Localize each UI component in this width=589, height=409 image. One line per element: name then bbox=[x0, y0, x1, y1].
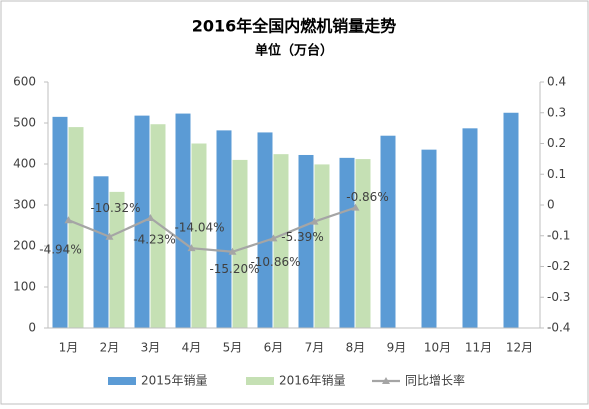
bar bbox=[150, 124, 166, 328]
y-tick-label: 300 bbox=[13, 198, 36, 212]
bar bbox=[503, 112, 519, 328]
bar bbox=[216, 130, 232, 328]
data-label: -5.39% bbox=[281, 230, 323, 244]
y-tick-label: 400 bbox=[13, 157, 36, 171]
bar bbox=[109, 191, 125, 328]
y2-tick-label: 0.3 bbox=[547, 105, 566, 119]
x-tick-label: 7月 bbox=[305, 341, 325, 355]
x-tick-label: 11月 bbox=[465, 341, 492, 355]
bar bbox=[355, 159, 371, 328]
data-label: -10.32% bbox=[90, 201, 140, 215]
y-tick-label: 0 bbox=[28, 321, 36, 335]
marker bbox=[146, 214, 155, 222]
legend-swatch bbox=[246, 377, 274, 385]
x-tick-label: 10月 bbox=[424, 341, 451, 355]
legend-marker bbox=[382, 377, 390, 384]
y2-tick-label: -0.2 bbox=[547, 259, 570, 273]
y2-tick-label: 0.2 bbox=[547, 136, 566, 150]
legend-label: 2015年销量 bbox=[141, 374, 208, 388]
y-tick-label: 200 bbox=[13, 239, 36, 253]
bar bbox=[52, 116, 68, 328]
bar bbox=[298, 154, 314, 328]
bar bbox=[257, 132, 273, 328]
line bbox=[68, 206, 356, 253]
y2-tick-label: 0.1 bbox=[547, 167, 566, 181]
bar bbox=[68, 127, 84, 328]
x-tick-label: 8月 bbox=[346, 341, 366, 355]
chart-subtitle: 单位（万台） bbox=[255, 43, 333, 59]
x-tick-label: 2月 bbox=[100, 341, 120, 355]
marker bbox=[351, 203, 360, 211]
bar bbox=[232, 159, 248, 328]
marker bbox=[310, 217, 319, 225]
x-tick-label: 12月 bbox=[506, 341, 533, 355]
x-tick-label: 3月 bbox=[141, 341, 161, 355]
bar bbox=[175, 113, 191, 328]
bar bbox=[380, 135, 396, 328]
marker bbox=[269, 234, 278, 242]
y2-tick-label: 0.4 bbox=[547, 75, 566, 89]
marker bbox=[64, 216, 73, 224]
data-label: -10.86% bbox=[250, 255, 300, 269]
bar bbox=[462, 128, 478, 328]
marker bbox=[228, 247, 237, 255]
x-tick-label: 6月 bbox=[264, 341, 284, 355]
bar bbox=[191, 143, 207, 328]
marker bbox=[105, 232, 114, 240]
legend-label: 2016年销量 bbox=[279, 374, 346, 388]
data-label: -4.23% bbox=[133, 233, 175, 247]
y-tick-label: 100 bbox=[13, 280, 36, 294]
x-tick-label: 1月 bbox=[59, 341, 79, 355]
data-label: -15.20% bbox=[209, 262, 259, 276]
bar bbox=[314, 164, 330, 328]
x-tick-label: 9月 bbox=[387, 341, 407, 355]
bar bbox=[339, 157, 355, 328]
y2-tick-label: -0.4 bbox=[547, 321, 570, 335]
marker bbox=[187, 244, 196, 252]
legend-swatch bbox=[108, 377, 136, 385]
data-label: -0.86% bbox=[346, 190, 388, 204]
y2-tick-label: -0.3 bbox=[547, 290, 570, 304]
x-tick-label: 5月 bbox=[223, 341, 243, 355]
chart-title: 2016年全国内燃机销量走势 bbox=[192, 17, 397, 36]
bar bbox=[273, 154, 289, 328]
bar bbox=[93, 176, 109, 328]
bar bbox=[421, 149, 437, 328]
legend-label: 同比增长率 bbox=[405, 373, 465, 388]
y-tick-label: 500 bbox=[13, 116, 36, 130]
data-label: -4.94% bbox=[39, 243, 81, 257]
y2-tick-label: 0 bbox=[547, 198, 555, 212]
y2-tick-label: -0.1 bbox=[547, 228, 570, 242]
data-label: -14.04% bbox=[174, 221, 224, 235]
x-tick-label: 4月 bbox=[182, 341, 202, 355]
y-tick-label: 600 bbox=[13, 75, 36, 89]
